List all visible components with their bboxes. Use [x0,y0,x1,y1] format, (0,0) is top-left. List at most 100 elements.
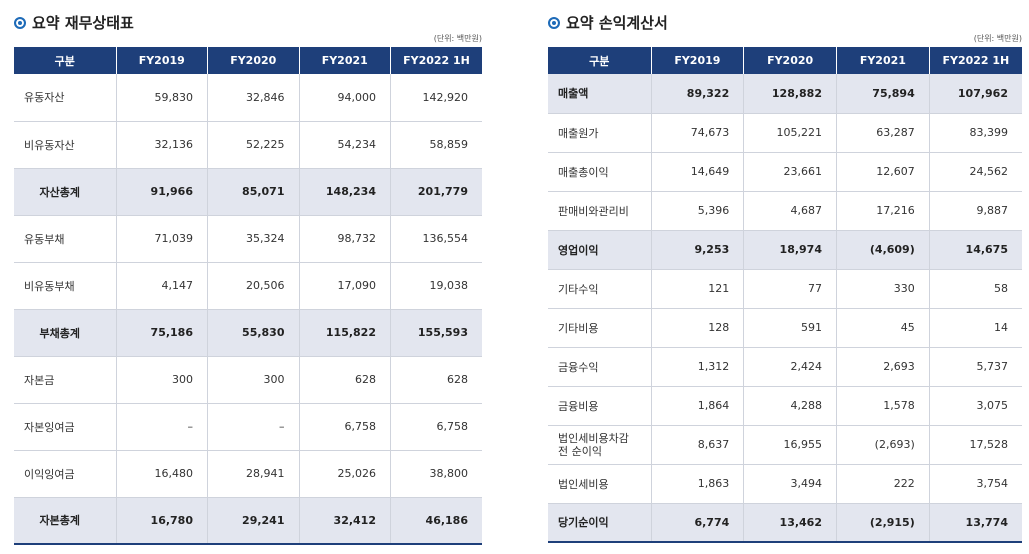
cell-value: 6,758 [390,403,482,451]
cell-value: 20,506 [207,262,299,310]
cell-value: 5,396 [650,191,744,231]
cell-value: 32,136 [115,121,208,169]
row-label: 자본잉여금 [14,403,116,451]
cell-value: 46,186 [390,497,482,545]
table-row: 판매비와관리비 5,396 4,687 17,216 9,887 [548,191,1022,231]
row-label: 매출액 [548,74,651,114]
cell-value: 107,962 [928,74,1022,114]
cell-value: 6,758 [298,403,391,451]
cell-value: 32,846 [207,74,299,122]
cell-value: 12,607 [836,152,930,192]
cell-value: 52,225 [207,121,299,169]
cell-value: 14,649 [650,152,744,192]
cell-value: 1,578 [836,386,930,426]
table-row: 이익잉여금 16,480 28,941 25,026 38,800 [14,450,482,498]
income-unit-label: (단위: 백만원) [973,34,1022,43]
cell-value: (2,693) [836,425,930,465]
row-label: 법인세비용 [548,464,651,504]
cell-value: 136,554 [390,215,482,263]
circle-bullet-icon [548,16,560,29]
cell-value: 59,830 [115,74,208,122]
total-row: 자본총계 16,780 29,241 32,412 46,186 [14,497,482,545]
row-label: 기타수익 [548,269,651,309]
cell-value: 9,253 [650,230,744,270]
cell-value: 98,732 [298,215,391,263]
cell-value: 628 [298,356,391,404]
cell-value: 300 [115,356,208,404]
cell-value: 28,941 [207,450,299,498]
cell-value: 85,071 [207,168,299,216]
cell-value: 77 [743,269,837,309]
cell-value: 17,216 [836,191,930,231]
cell-value: 13,462 [743,503,837,543]
total-row: 부채총계 75,186 55,830 115,822 155,593 [14,309,482,357]
row-label: 자산총계 [14,168,116,216]
table-row: 법인세비용차감전 순이익 8,637 16,955 (2,693) 17,528 [548,425,1022,465]
cell-value: 5,737 [928,347,1022,387]
row-label: 매출원가 [548,113,651,153]
row-label: 이익잉여금 [14,450,116,498]
cell-value: 6,774 [650,503,744,543]
cell-value: 142,920 [390,74,482,122]
cell-value: – [115,403,208,451]
cell-value: 91,966 [115,168,208,216]
table-row: 비유동자산 32,136 52,225 54,234 58,859 [14,121,482,169]
table-row: 금융비용 1,864 4,288 1,578 3,075 [548,386,1022,426]
cell-value: 2,424 [743,347,837,387]
cell-value: 128,882 [743,74,837,114]
cell-value: 4,687 [743,191,837,231]
balance-sheet-table: 구분 FY2019 FY2020 FY2021 FY2022 1H 유동자산 5… [14,47,482,545]
cell-value: 58,859 [390,121,482,169]
total-row: 자산총계 91,966 85,071 148,234 201,779 [14,168,482,216]
table-header-row: 구분 FY2019 FY2020 FY2021 FY2022 1H [548,47,1022,74]
cell-value: 8,637 [650,425,744,465]
cell-value: 13,774 [928,503,1022,543]
cell-value: 591 [743,308,837,348]
cell-value: 45 [836,308,930,348]
cell-value: 29,241 [207,497,299,545]
row-label: 금융수익 [548,347,651,387]
cell-value: 128 [650,308,744,348]
row-label: 영업이익 [548,230,651,270]
cell-value: 115,822 [298,309,391,357]
column-header: FY2021 [836,47,930,74]
row-label: 법인세비용차감전 순이익 [548,425,651,465]
table-row: 법인세비용 1,863 3,494 222 3,754 [548,464,1022,504]
cell-value: 55,830 [207,309,299,357]
cell-value: 105,221 [743,113,837,153]
cell-value: 75,186 [115,309,208,357]
column-header: FY2020 [207,47,299,74]
cell-value: 71,039 [115,215,208,263]
table-row: 자본금 300 300 628 628 [14,356,482,404]
cell-value: 3,494 [743,464,837,504]
cell-value: 74,673 [650,113,744,153]
table-header-row: 구분 FY2019 FY2020 FY2021 FY2022 1H [14,47,482,74]
row-label: 비유동부채 [14,262,116,310]
cell-value: 330 [836,269,930,309]
cell-value: 75,894 [836,74,930,114]
total-row: 영업이익 9,253 18,974 (4,609) 14,675 [548,230,1022,270]
cell-value: 1,312 [650,347,744,387]
balance-sheet-title-text: 요약 재무상태표 [32,14,134,32]
cell-value: 201,779 [390,168,482,216]
cell-value: 3,754 [928,464,1022,504]
row-label: 기타비용 [548,308,651,348]
cell-value: 24,562 [928,152,1022,192]
table-row: 기타수익 121 77 330 58 [548,269,1022,309]
table-row: 유동자산 59,830 32,846 94,000 142,920 [14,74,482,122]
cell-value: 16,955 [743,425,837,465]
cell-value: 4,288 [743,386,837,426]
row-label: 당기순이익 [548,503,651,543]
cell-value: 3,075 [928,386,1022,426]
cell-value: 300 [207,356,299,404]
table-row: 비유동부채 4,147 20,506 17,090 19,038 [14,262,482,310]
cell-value: 54,234 [298,121,391,169]
column-header: FY2021 [298,47,391,74]
cell-value: 16,780 [115,497,208,545]
column-header: 구분 [14,47,116,74]
income-statement-title: 요약 손익계산서 [548,12,668,33]
row-label: 유동부채 [14,215,116,263]
row-label: 비유동자산 [14,121,116,169]
income-statement-table: 구분 FY2019 FY2020 FY2021 FY2022 1H 매출액 89… [548,47,1022,543]
table-row: 매출총이익 14,649 23,661 12,607 24,562 [548,152,1022,192]
